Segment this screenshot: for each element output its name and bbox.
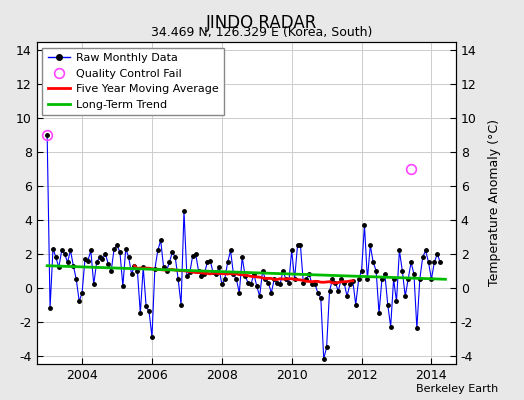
Legend: Raw Monthly Data, Quality Control Fail, Five Year Moving Average, Long-Term Tren: Raw Monthly Data, Quality Control Fail, … xyxy=(42,48,224,115)
Text: Berkeley Earth: Berkeley Earth xyxy=(416,384,498,394)
Y-axis label: Temperature Anomaly (°C): Temperature Anomaly (°C) xyxy=(488,120,501,286)
Text: 34.469 N, 126.329 E (Korea, South): 34.469 N, 126.329 E (Korea, South) xyxy=(151,26,373,39)
Text: JINDO RADAR: JINDO RADAR xyxy=(206,14,318,32)
